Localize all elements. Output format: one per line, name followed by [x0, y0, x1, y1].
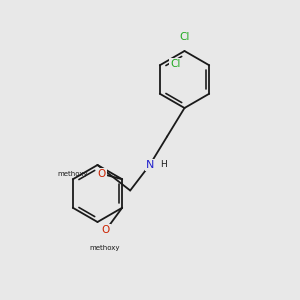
Text: O: O	[98, 169, 106, 179]
Text: H: H	[160, 160, 167, 169]
Text: N: N	[146, 160, 154, 170]
Text: Cl: Cl	[179, 32, 190, 42]
Text: methoxy: methoxy	[89, 245, 119, 251]
Text: O: O	[102, 225, 110, 235]
Text: Cl: Cl	[170, 59, 181, 69]
Text: methoxy: methoxy	[57, 171, 87, 177]
